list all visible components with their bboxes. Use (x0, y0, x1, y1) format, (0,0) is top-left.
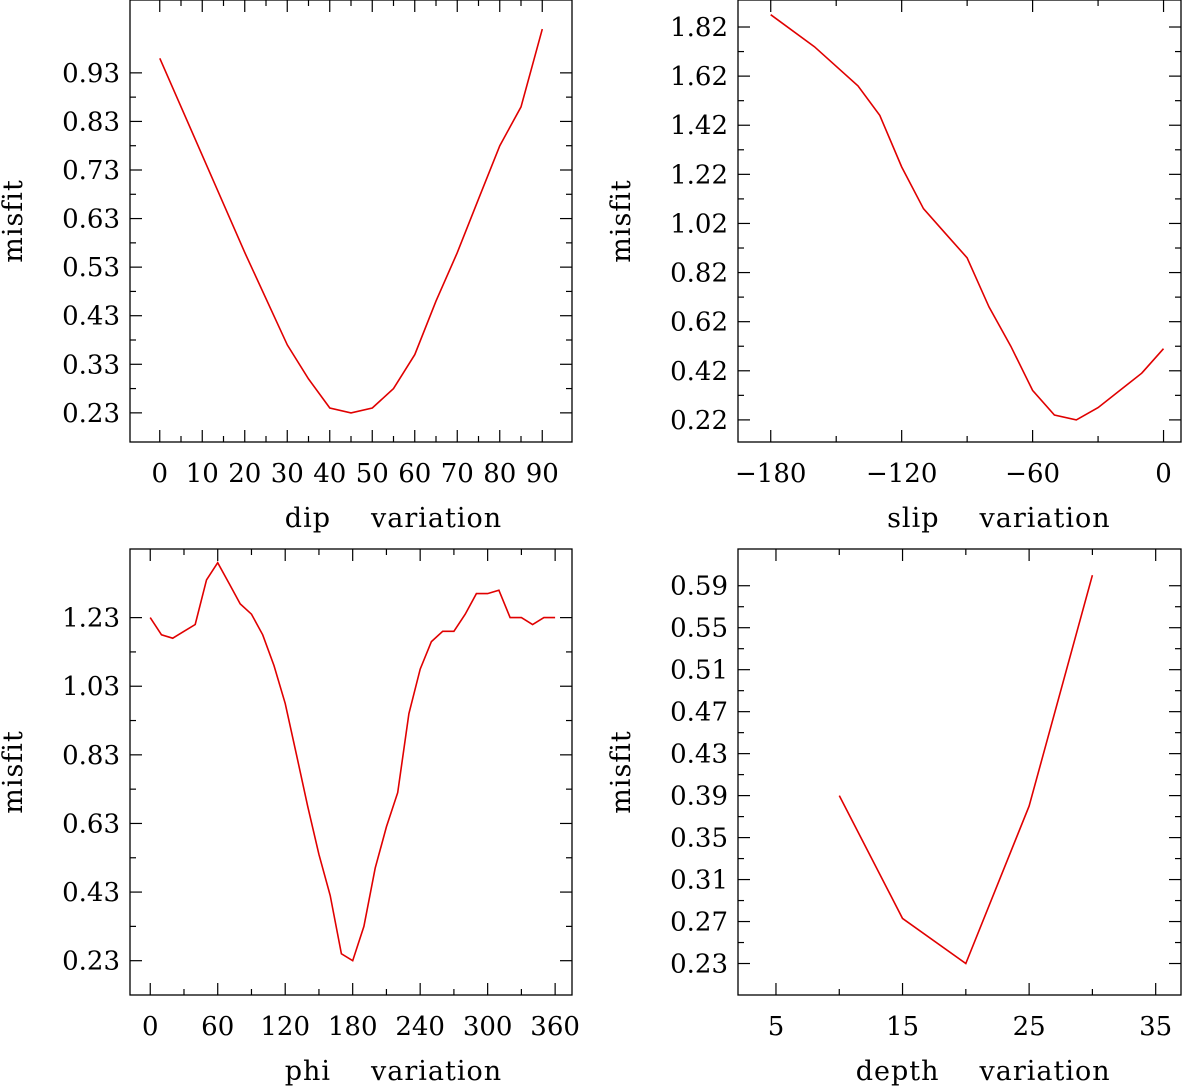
x-tick-label: 120 (260, 1012, 310, 1042)
y-tick-label: 0.82 (670, 259, 728, 289)
y-tick-label: 0.55 (670, 614, 728, 644)
misfit-series-line (159, 28, 544, 414)
y-tick-label: 1.22 (670, 160, 728, 190)
plot-frame (129, 0, 573, 443)
y-tick-label: 0.43 (670, 740, 728, 770)
x-tick-label: 90 (526, 459, 559, 489)
y-tick-label: 1.02 (670, 209, 728, 239)
y-tick-label: 0.83 (62, 741, 120, 771)
x-tick-label: 60 (398, 459, 431, 489)
y-tick-label: 0.83 (62, 107, 120, 137)
y-tick-label: 0.53 (62, 253, 120, 283)
y-tick-label: 1.03 (62, 672, 120, 702)
y-tick-label: 0.43 (62, 302, 120, 332)
y-tick-label: 0.73 (62, 156, 120, 186)
y-tick-label: 0.63 (62, 809, 120, 839)
x-tick-label: 40 (313, 459, 346, 489)
x-tick-label: 240 (395, 1012, 445, 1042)
depth-variation-panel: 5 15 25 35 0.23 0.27 0.31 0.35 0.39 0.43 0.47 0.51 0… (606, 548, 1182, 1086)
y-tick-label: 0.62 (670, 308, 728, 338)
x-tick-label: 30 (271, 459, 304, 489)
y-tick-label: 0.51 (670, 656, 728, 686)
x-axis-label: depth (856, 1056, 940, 1086)
slip-variation-panel: −180 −120 −60 0 0.22 0.42 0.62 0.82 1.02 1.22 1.42… (606, 0, 1182, 534)
x-tick-label: 20 (228, 459, 261, 489)
misfit-series-line (149, 561, 556, 962)
dip-variation-panel: 0 10 20 30 40 50 60 70 80 90 0.23 0.33 0.43 0.53 0.63 0… (0, 0, 573, 534)
y-axis-label: misfit (606, 730, 637, 814)
x-axis-label: variation (979, 1056, 1111, 1086)
y-tick-label: 0.93 (62, 59, 120, 89)
y-axis-label: misfit (0, 179, 29, 263)
x-tick-label: 80 (483, 459, 516, 489)
y-tick-label: 1.82 (670, 13, 728, 43)
x-tick-label: 10 (186, 459, 219, 489)
x-tick-label: 0 (151, 459, 168, 489)
x-tick-label: −180 (735, 459, 806, 489)
plot-frame (129, 548, 573, 996)
x-tick-label: −60 (1005, 459, 1060, 489)
y-tick-label: 0.27 (670, 908, 728, 938)
y-tick-label: 0.39 (670, 782, 728, 812)
x-tick-label: 35 (1139, 1012, 1172, 1042)
x-tick-label: 70 (441, 459, 474, 489)
y-tick-label: 0.23 (670, 950, 728, 980)
y-tick-label: 1.23 (62, 604, 120, 634)
y-tick-label: 0.23 (62, 399, 120, 429)
x-tick-label: 5 (768, 1012, 785, 1042)
y-tick-label: 0.47 (670, 698, 728, 728)
y-tick-label: 0.22 (670, 406, 728, 436)
plot-frame (737, 0, 1182, 443)
x-axis-label: variation (370, 503, 502, 534)
x-tick-label: 300 (463, 1012, 513, 1042)
phi-variation-panel: 0 60 120 180 240 300 360 0.23 0.43 0.63 0.83 1.03 1.… (0, 548, 580, 1086)
misfit-series-line (838, 574, 1094, 965)
y-tick-label: 0.43 (62, 878, 120, 908)
y-tick-label: 1.62 (670, 62, 728, 92)
x-tick-label: 180 (328, 1012, 378, 1042)
x-tick-label: 360 (530, 1012, 580, 1042)
x-axis-label: variation (370, 1056, 502, 1086)
plot-frame (737, 548, 1182, 996)
y-tick-label: 1.42 (670, 111, 728, 141)
x-tick-label: 0 (1155, 459, 1172, 489)
y-tick-label: 0.33 (62, 350, 120, 380)
x-axis-label: dip (285, 503, 331, 534)
x-tick-label: 25 (1013, 1012, 1046, 1042)
misfit-series-line (770, 14, 1165, 421)
y-tick-label: 0.31 (670, 866, 728, 896)
x-tick-label: 60 (201, 1012, 234, 1042)
y-tick-label: 0.42 (670, 357, 728, 387)
x-tick-label: 0 (142, 1012, 159, 1042)
y-tick-label: 0.63 (62, 205, 120, 235)
x-tick-label: 15 (886, 1012, 919, 1042)
y-tick-label: 0.59 (670, 572, 728, 602)
x-axis-label: slip (887, 503, 939, 534)
x-tick-label: −120 (866, 459, 937, 489)
y-tick-label: 0.35 (670, 824, 728, 854)
y-axis-label: misfit (606, 179, 637, 263)
x-tick-label: 50 (356, 459, 389, 489)
x-axis-label: phi (285, 1056, 331, 1086)
x-axis-label: variation (979, 503, 1111, 534)
y-axis-label: misfit (0, 730, 29, 814)
y-tick-label: 0.23 (62, 947, 120, 977)
